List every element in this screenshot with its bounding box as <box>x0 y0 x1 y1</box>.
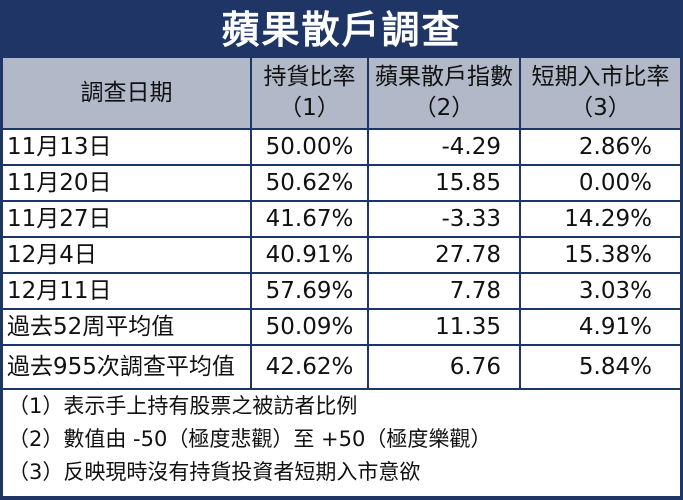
col-header-holding-ratio-note: （1） <box>279 95 340 121</box>
footnotes: （1）表示手上持有股票之被訪者比例 （2）數值由 -50（極度悲觀）至 +50（… <box>3 388 680 489</box>
col-header-date-label: 調查日期 <box>80 79 173 106</box>
col-header-holding-ratio: 持貨比率 （1） <box>252 58 367 128</box>
cell-date: 12月4日 <box>7 242 97 268</box>
cell-holding-ratio: 50.00% <box>265 134 354 160</box>
cell-retail-index: 15.85 <box>435 170 501 196</box>
cell-short-term-entry: 15.38% <box>564 242 652 268</box>
table-row: 11月13日 50.00% -4.29 2.86% <box>3 128 680 164</box>
cell-short-term-entry: 4.91% <box>578 314 652 340</box>
col-header-short-term-entry-label: 短期入市比率 <box>531 64 670 90</box>
cell-short-term-entry: 5.84% <box>578 354 652 380</box>
table-row: 12月4日 40.91% 27.78 15.38% <box>3 236 680 272</box>
cell-short-term-entry: 0.00% <box>578 170 652 196</box>
cell-date: 12月11日 <box>7 278 112 304</box>
cell-holding-ratio: 50.09% <box>265 314 354 340</box>
footnote-1: （1）表示手上持有股票之被訪者比例 <box>8 394 358 418</box>
cell-holding-ratio: 57.69% <box>265 278 354 304</box>
footnote-2: （2）數值由 -50（極度悲觀）至 +50（極度樂觀） <box>8 427 492 451</box>
cell-date: 11月27日 <box>7 206 112 232</box>
table-row: 12月11日 57.69% 7.78 3.03% <box>3 272 680 308</box>
col-header-short-term-entry: 短期入市比率 （3） <box>521 58 680 128</box>
table-title: 蘋果散戶調查 <box>0 0 683 58</box>
col-header-holding-ratio-label: 持貨比率 <box>263 64 356 90</box>
cell-date: 11月20日 <box>7 170 112 196</box>
cell-retail-index: 11.35 <box>435 314 501 340</box>
table-row: 11月20日 50.62% 15.85 0.00% <box>3 164 680 200</box>
cell-short-term-entry: 14.29% <box>564 206 652 232</box>
cell-date: 過去52周平均值 <box>7 314 175 340</box>
cell-holding-ratio: 50.62% <box>265 170 354 196</box>
cell-date: 過去955次調查平均值 <box>7 354 235 380</box>
col-header-date: 調查日期 <box>3 58 250 128</box>
cell-retail-index: 6.76 <box>449 354 501 380</box>
footnote-3: （3）反映現時沒有持貨投資者短期入市意欲 <box>8 460 421 484</box>
column-divider <box>250 58 252 388</box>
col-header-retail-index-label: 蘋果散戶指數 <box>375 64 513 90</box>
cell-holding-ratio: 40.91% <box>265 242 354 268</box>
cell-holding-ratio: 42.62% <box>265 354 354 380</box>
col-header-short-term-entry-note: （3） <box>570 95 631 121</box>
table-row: 過去52周平均值 50.09% 11.35 4.91% <box>3 308 680 344</box>
cell-date: 11月13日 <box>7 134 112 160</box>
col-header-retail-index-note: （2） <box>413 95 475 121</box>
cell-retail-index: 7.78 <box>449 278 501 304</box>
table-header: 調查日期 持貨比率 （1） 蘋果散戶指數 （2） 短期入市比率 （3） <box>3 58 680 128</box>
cell-retail-index: 27.78 <box>435 242 501 268</box>
column-divider <box>367 58 369 388</box>
col-header-retail-index: 蘋果散戶指數 （2） <box>369 58 519 128</box>
cell-retail-index: -3.33 <box>441 206 501 232</box>
table-row: 11月27日 41.67% -3.33 14.29% <box>3 200 680 236</box>
column-divider <box>519 58 521 388</box>
table-row: 過去955次調查平均值 42.62% 6.76 5.84% <box>3 344 680 388</box>
cell-short-term-entry: 3.03% <box>578 278 652 304</box>
cell-retail-index: -4.29 <box>441 134 501 160</box>
cell-short-term-entry: 2.86% <box>578 134 652 160</box>
cell-holding-ratio: 41.67% <box>265 206 354 232</box>
